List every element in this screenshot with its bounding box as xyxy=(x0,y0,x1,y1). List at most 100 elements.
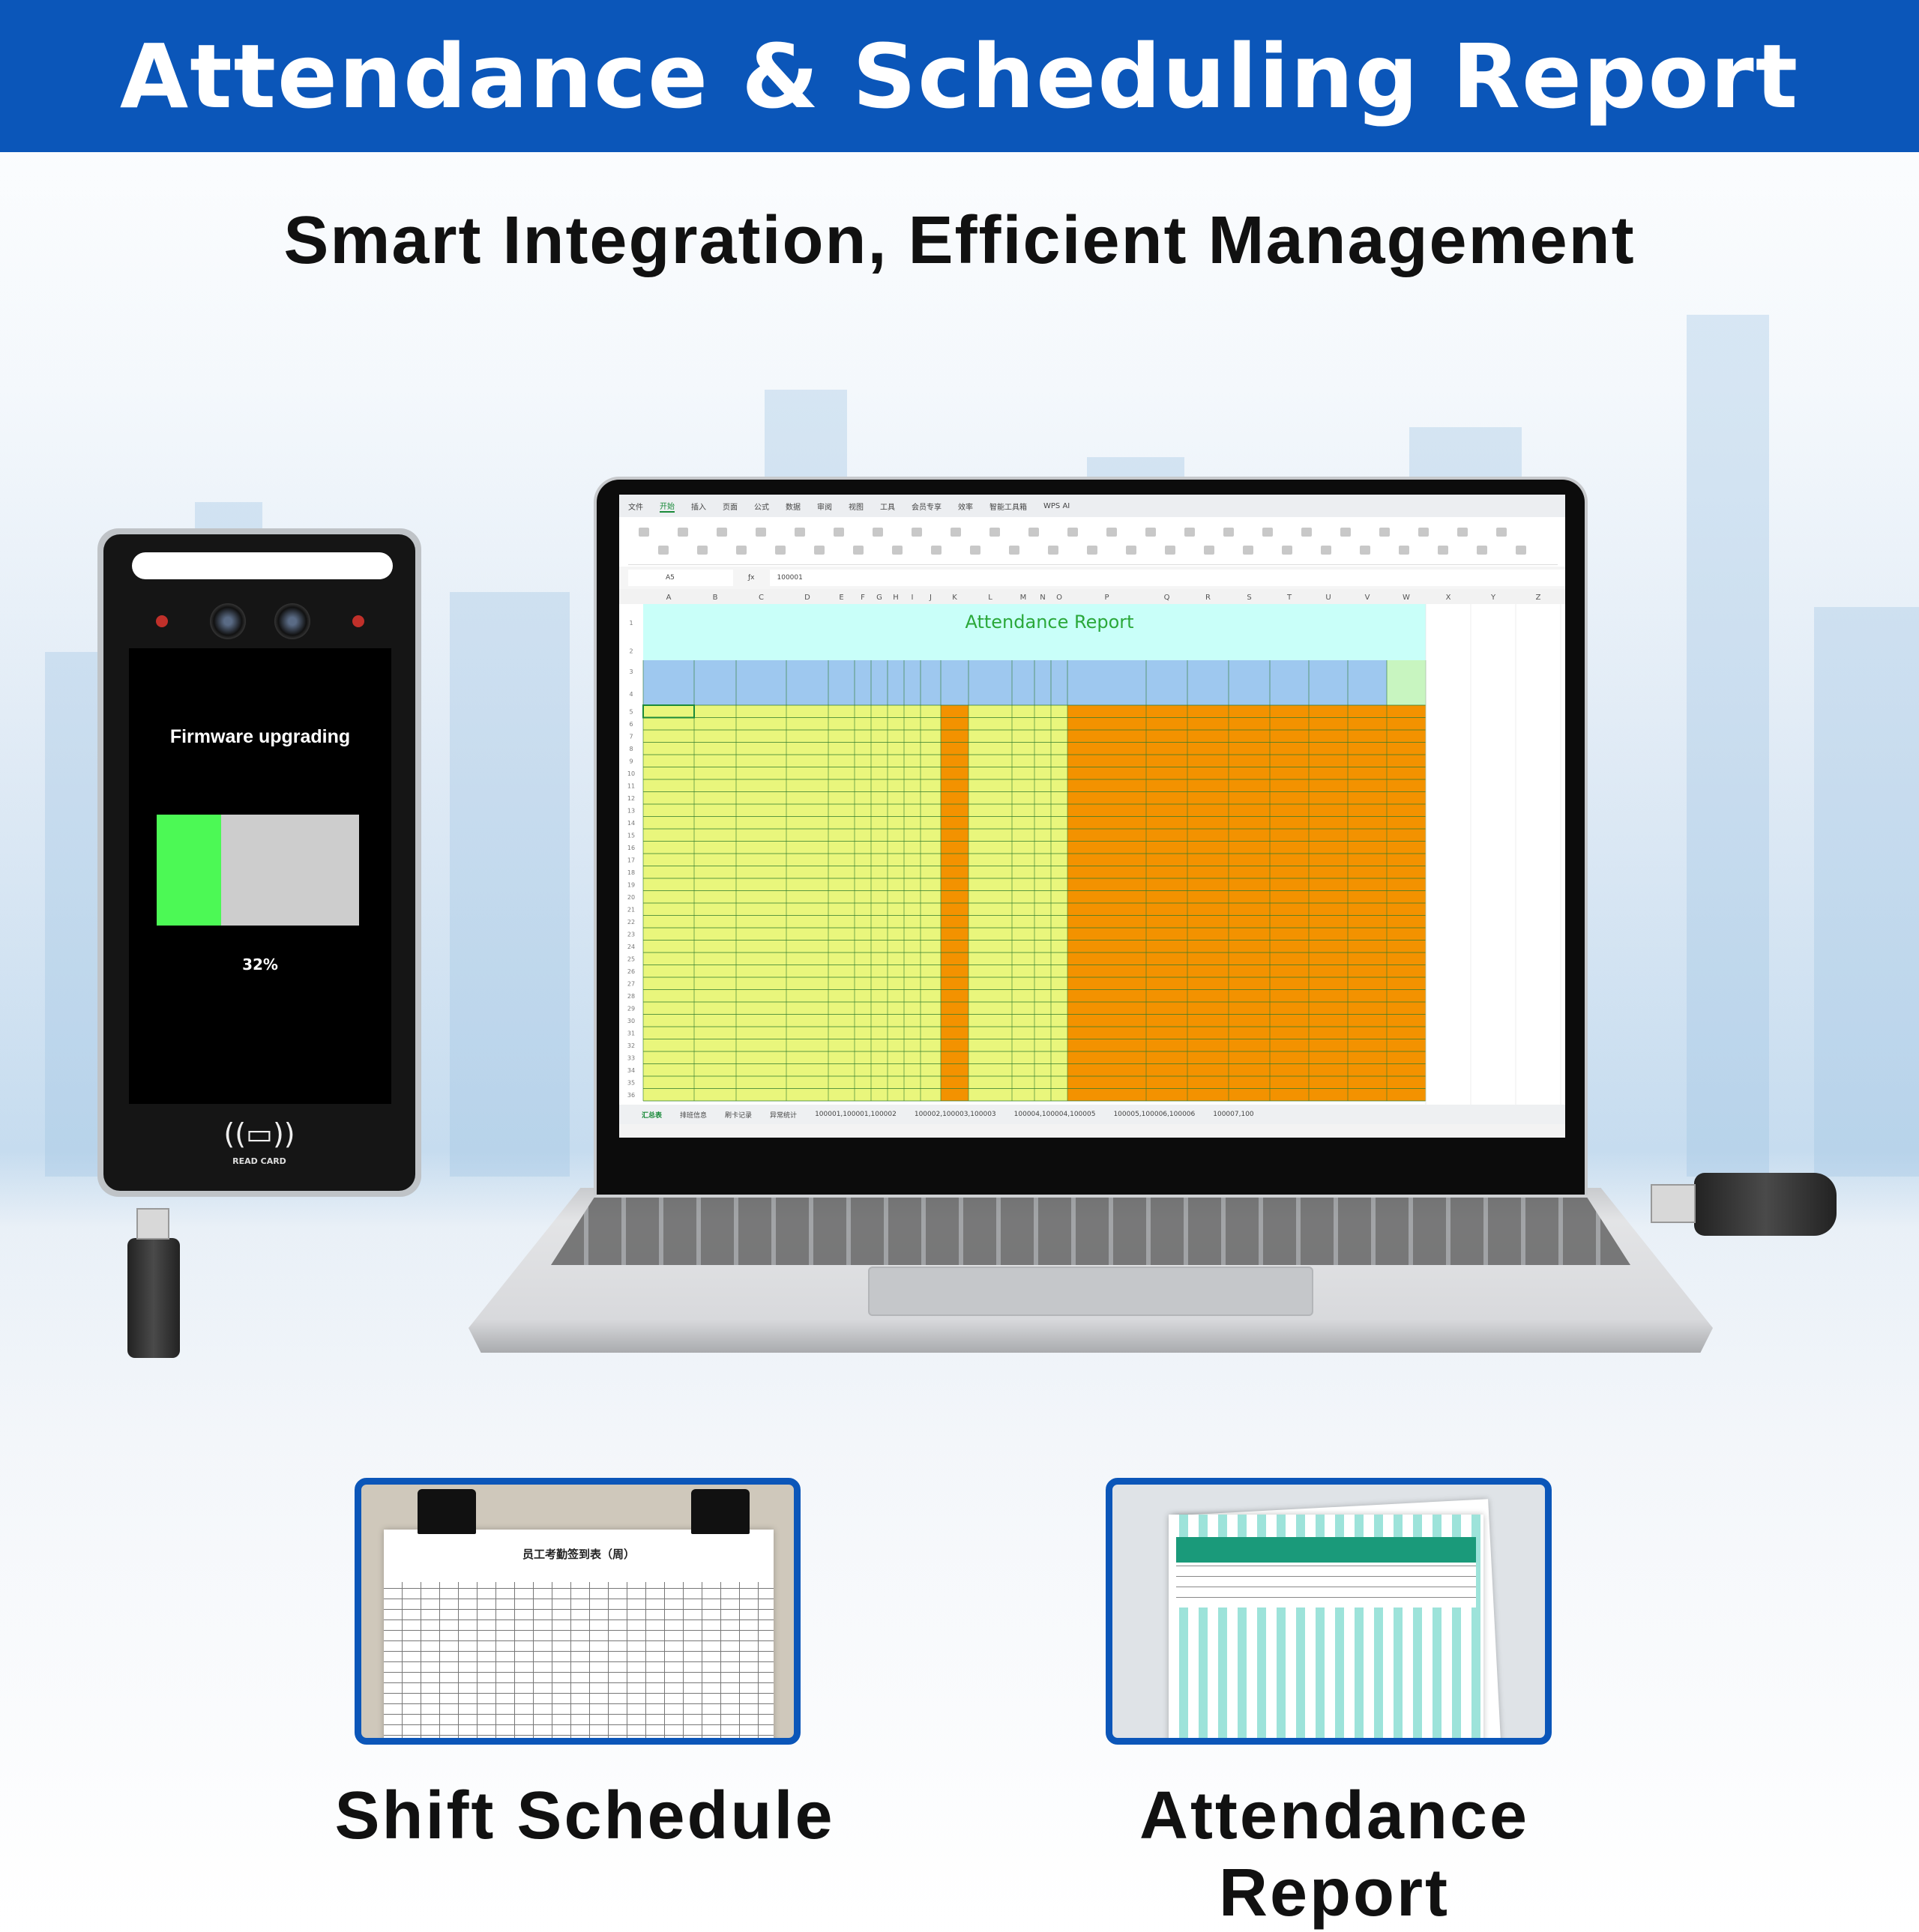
highlight-cell xyxy=(941,903,968,916)
spreadsheet-window: 文件 开始 插入 页面 公式 数据 审阅 视图 工具 会员专享 效率 智能工具箱 WPS AI A5 ƒ… xyxy=(619,495,1565,1138)
toolbar-button-icon[interactable] xyxy=(1145,528,1156,537)
row-number: 11 xyxy=(627,782,635,789)
row-number: 27 xyxy=(627,980,635,987)
sheet-tab[interactable]: 100002,100003,100003 xyxy=(914,1111,996,1118)
toolbar-button-icon[interactable] xyxy=(834,528,844,537)
toolbar-button-icon[interactable] xyxy=(1087,546,1097,555)
fx-icon: ƒx xyxy=(748,574,755,582)
toolbar-button-icon[interactable] xyxy=(1399,546,1409,555)
highlight-cell xyxy=(941,1051,968,1064)
sheet-tab[interactable]: 刷卡记录 xyxy=(725,1111,753,1120)
sheet-tab[interactable]: 100004,100004,100005 xyxy=(1013,1111,1096,1118)
toolbar-button-icon[interactable] xyxy=(892,546,903,555)
toolbar-button-icon[interactable] xyxy=(951,528,961,537)
page-title: Attendance & Scheduling Report xyxy=(119,24,1800,128)
sheet-tab[interactable]: 异常统计 xyxy=(770,1111,798,1120)
toolbar-button-icon[interactable] xyxy=(1009,546,1019,555)
fill-light xyxy=(132,552,393,579)
toolbar-button-icon[interactable] xyxy=(1165,546,1175,555)
toolbar-button-icon[interactable] xyxy=(1243,546,1253,555)
row-number: 21 xyxy=(627,906,635,913)
highlight-cell xyxy=(1067,1014,1426,1027)
toolbar-button-icon[interactable] xyxy=(1321,546,1331,555)
toolbar-button-icon[interactable] xyxy=(1262,528,1273,537)
toolbar-button-icon[interactable] xyxy=(1204,546,1214,555)
toolbar-button-icon[interactable] xyxy=(814,546,825,555)
highlight-cell xyxy=(1067,989,1426,1002)
menu-item[interactable]: 工具 xyxy=(880,503,895,512)
toolbar-button-icon[interactable] xyxy=(736,546,747,555)
toolbar-button-icon[interactable] xyxy=(678,528,688,537)
toolbar-button-icon[interactable] xyxy=(1418,528,1429,537)
menu-item[interactable]: 公式 xyxy=(754,503,769,512)
highlight-cell xyxy=(941,1039,968,1051)
toolbar-button-icon[interactable] xyxy=(756,528,766,537)
menu-item[interactable]: 插入 xyxy=(691,503,706,512)
usb-plug-icon xyxy=(136,1208,169,1240)
toolbar-button-icon[interactable] xyxy=(1360,546,1370,555)
highlight-cell xyxy=(1067,755,1426,767)
sheet-tab[interactable]: 100001,100001,100002 xyxy=(815,1111,897,1118)
row-number: 17 xyxy=(627,857,635,863)
status-bar xyxy=(619,1124,1565,1138)
toolbar-button-icon[interactable] xyxy=(1496,528,1507,537)
row-number: 22 xyxy=(627,919,635,926)
toolbar-button-icon[interactable] xyxy=(873,528,883,537)
menu-item[interactable]: 智能工具箱 xyxy=(989,503,1027,512)
toolbar-button-icon[interactable] xyxy=(1048,546,1058,555)
menu-item[interactable]: 文件 xyxy=(628,503,643,512)
toolbar-button-icon[interactable] xyxy=(1379,528,1390,537)
toolbar-button-icon[interactable] xyxy=(970,546,980,555)
toolbar-button-icon[interactable] xyxy=(1516,546,1526,555)
toolbar-button-icon[interactable] xyxy=(775,546,786,555)
formula-input[interactable]: 100001 xyxy=(769,570,1565,586)
toolbar-button-icon[interactable] xyxy=(658,546,669,555)
menu-item[interactable]: 效率 xyxy=(958,503,973,512)
highlight-cell xyxy=(941,878,968,891)
menu-item[interactable]: 页面 xyxy=(723,503,738,512)
toolbar-button-icon[interactable] xyxy=(1301,528,1312,537)
toolbar-button-icon[interactable] xyxy=(639,528,649,537)
row-number: 1 xyxy=(629,620,633,627)
toolbar-button-icon[interactable] xyxy=(1477,546,1487,555)
sheet-tab[interactable]: 排班信息 xyxy=(680,1111,708,1120)
table-row xyxy=(643,866,1067,878)
toolbar-button-icon[interactable] xyxy=(1126,546,1136,555)
row-number: 32 xyxy=(627,1042,635,1049)
table-row xyxy=(643,1051,1067,1064)
menu-item[interactable]: 数据 xyxy=(786,503,801,512)
highlight-cell xyxy=(941,779,968,792)
toolbar-button-icon[interactable] xyxy=(989,528,1000,537)
toolbar-button-icon[interactable] xyxy=(1067,528,1078,537)
toolbar-button-icon[interactable] xyxy=(912,528,922,537)
menu-item[interactable]: 开始 xyxy=(660,500,675,513)
highlight-cell xyxy=(1067,928,1426,941)
toolbar-button-icon[interactable] xyxy=(1106,528,1117,537)
menu-item[interactable]: 会员专享 xyxy=(912,503,942,512)
sheet-tab[interactable]: 汇总表 xyxy=(642,1111,663,1120)
toolbar-button-icon[interactable] xyxy=(1457,528,1468,537)
highlight-cell xyxy=(1067,816,1426,829)
column-header: M xyxy=(1020,594,1027,602)
toolbar-button-icon[interactable] xyxy=(1282,546,1292,555)
sheet-tab[interactable]: 100007,100 xyxy=(1213,1111,1254,1118)
toolbar-button-icon[interactable] xyxy=(1340,528,1351,537)
toolbar-button-icon[interactable] xyxy=(1184,528,1195,537)
toolbar-button-icon[interactable] xyxy=(1028,528,1039,537)
menu-item[interactable]: 视图 xyxy=(849,503,864,512)
toolbar-button-icon[interactable] xyxy=(697,546,708,555)
toolbar-button-icon[interactable] xyxy=(717,528,727,537)
sheet-tab[interactable]: 100005,100006,100006 xyxy=(1113,1111,1196,1118)
schedule-paper: 员工考勤签到表（周） xyxy=(384,1530,774,1738)
menu-item[interactable]: WPS AI xyxy=(1043,501,1070,510)
toolbar-button-icon[interactable] xyxy=(931,546,942,555)
highlight-cell xyxy=(1067,779,1426,792)
usb-plug-icon xyxy=(1651,1184,1696,1223)
toolbar-button-icon[interactable] xyxy=(1223,528,1234,537)
cell-reference[interactable]: A5 xyxy=(628,570,733,586)
toolbar-button-icon[interactable] xyxy=(795,528,805,537)
toolbar-button-icon[interactable] xyxy=(1438,546,1448,555)
menu-item[interactable]: 审阅 xyxy=(817,503,832,512)
toolbar-button-icon[interactable] xyxy=(853,546,864,555)
column-header: W xyxy=(1403,594,1410,602)
